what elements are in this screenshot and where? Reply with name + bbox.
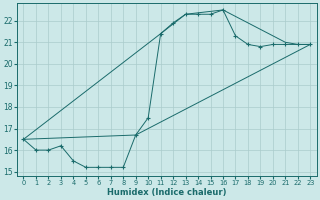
X-axis label: Humidex (Indice chaleur): Humidex (Indice chaleur)	[107, 188, 227, 197]
